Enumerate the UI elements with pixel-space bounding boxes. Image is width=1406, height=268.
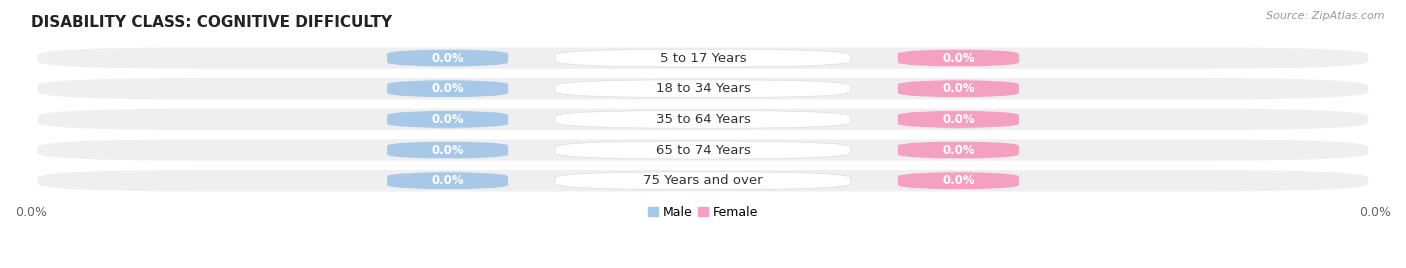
FancyBboxPatch shape <box>38 139 1368 161</box>
Text: 0.0%: 0.0% <box>942 174 974 187</box>
FancyBboxPatch shape <box>387 172 508 190</box>
Text: 18 to 34 Years: 18 to 34 Years <box>655 82 751 95</box>
Text: 0.0%: 0.0% <box>432 174 464 187</box>
FancyBboxPatch shape <box>387 110 508 128</box>
Text: 0.0%: 0.0% <box>432 82 464 95</box>
Text: 75 Years and over: 75 Years and over <box>643 174 763 187</box>
Text: 0.0%: 0.0% <box>432 51 464 65</box>
FancyBboxPatch shape <box>898 110 1019 128</box>
FancyBboxPatch shape <box>38 47 1368 69</box>
Text: 0.0%: 0.0% <box>942 113 974 126</box>
Text: 0.0%: 0.0% <box>942 82 974 95</box>
Text: 0.0%: 0.0% <box>942 144 974 157</box>
FancyBboxPatch shape <box>387 49 508 67</box>
Text: DISABILITY CLASS: COGNITIVE DIFFICULTY: DISABILITY CLASS: COGNITIVE DIFFICULTY <box>31 15 392 30</box>
Legend: Male, Female: Male, Female <box>643 201 763 224</box>
Text: 0.0%: 0.0% <box>432 144 464 157</box>
FancyBboxPatch shape <box>898 172 1019 190</box>
Text: 35 to 64 Years: 35 to 64 Years <box>655 113 751 126</box>
FancyBboxPatch shape <box>898 80 1019 98</box>
FancyBboxPatch shape <box>38 78 1368 99</box>
FancyBboxPatch shape <box>898 141 1019 159</box>
FancyBboxPatch shape <box>555 110 851 128</box>
Text: 0.0%: 0.0% <box>942 51 974 65</box>
FancyBboxPatch shape <box>555 49 851 67</box>
Text: 5 to 17 Years: 5 to 17 Years <box>659 51 747 65</box>
FancyBboxPatch shape <box>898 49 1019 67</box>
FancyBboxPatch shape <box>38 109 1368 130</box>
FancyBboxPatch shape <box>38 170 1368 191</box>
Text: 65 to 74 Years: 65 to 74 Years <box>655 144 751 157</box>
Text: Source: ZipAtlas.com: Source: ZipAtlas.com <box>1267 11 1385 21</box>
FancyBboxPatch shape <box>387 80 508 98</box>
FancyBboxPatch shape <box>387 141 508 159</box>
FancyBboxPatch shape <box>555 80 851 98</box>
FancyBboxPatch shape <box>555 141 851 159</box>
FancyBboxPatch shape <box>555 172 851 190</box>
Text: 0.0%: 0.0% <box>432 113 464 126</box>
